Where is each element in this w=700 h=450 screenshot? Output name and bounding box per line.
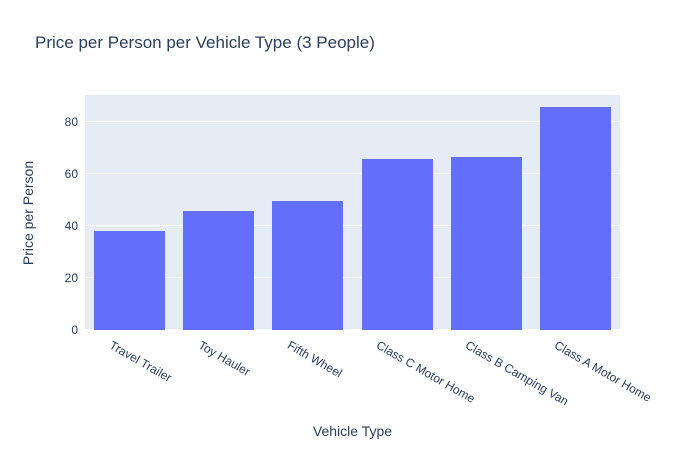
y-axis-title: Price per Person	[20, 160, 36, 266]
plot-area	[85, 95, 620, 330]
y-tick-label: 20	[64, 271, 78, 286]
x-tick-label: Travel Trailer	[107, 338, 175, 385]
x-axis-title: Vehicle Type	[312, 423, 393, 439]
x-tick-label: Toy Hauler	[196, 338, 253, 379]
x-axis-ticks: Travel Trailer Toy Hauler Fifth Wheel Class…	[85, 330, 654, 420]
x-tick-label: Class C Motor Home	[374, 338, 478, 406]
bar	[272, 201, 343, 330]
grid-line	[85, 121, 620, 123]
grid-line	[85, 277, 620, 279]
grid-line	[85, 173, 620, 175]
y-axis-ticks: 0 20 40 60 80	[38, 95, 78, 337]
bar	[362, 158, 433, 330]
x-tick-label: Fifth Wheel	[285, 338, 345, 381]
y-tick-label: 80	[64, 115, 78, 130]
grid-line	[85, 329, 620, 330]
bar	[540, 106, 611, 330]
bar	[183, 210, 254, 330]
grid-line	[85, 225, 620, 227]
y-tick-label: 0	[71, 323, 78, 337]
y-tick-label: 40	[64, 219, 78, 234]
bar	[94, 231, 165, 330]
chart-title: Price per Person per Vehicle Type (3 Peo…	[35, 33, 375, 52]
bar	[451, 157, 522, 330]
y-tick-label: 60	[64, 167, 78, 182]
